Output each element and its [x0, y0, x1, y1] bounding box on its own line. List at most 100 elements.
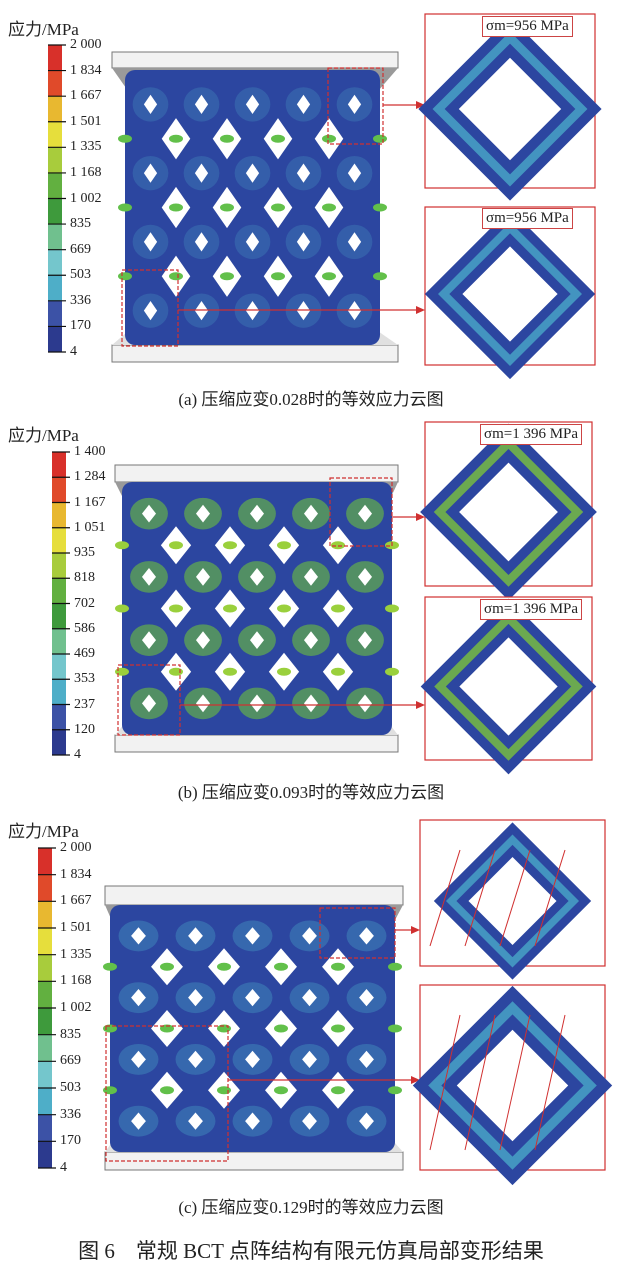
colorbar-tick-label: 935	[74, 545, 95, 560]
colorbar-tick-label: 818	[74, 570, 95, 586]
figure-caption: 图 6 常规 BCT 点阵结构有限元仿真局部变形结果	[78, 1239, 544, 1263]
node-hotspot	[220, 203, 234, 212]
lattice-hole	[303, 504, 319, 523]
inset-stress-band	[428, 1001, 597, 1170]
node-hotspot	[217, 1086, 231, 1095]
lattice-hole	[245, 988, 260, 1007]
deformation-arrow	[464, 1014, 496, 1151]
colorbar-tick-label: 336	[60, 1106, 81, 1122]
colorbar-tick-label: 170	[70, 318, 91, 334]
lattice-hole	[245, 927, 260, 945]
legend-title-a: 应力/MPa	[8, 20, 79, 39]
node-hotspot	[277, 541, 291, 550]
lattice-hole	[303, 694, 319, 713]
arrow-head	[416, 306, 425, 314]
node-hotspot	[217, 962, 231, 971]
node-hotspot	[388, 1024, 402, 1033]
lattice-hole	[359, 927, 374, 945]
zoom-inset-a2	[424, 206, 596, 380]
lattice-hole	[143, 163, 158, 183]
colorbar-tick-label: 2 000	[70, 37, 102, 52]
node-hotspot	[118, 203, 132, 212]
colorbar-segment	[52, 654, 66, 680]
bottom-plate	[114, 734, 399, 753]
lattice-hole	[359, 1050, 374, 1069]
colorbar-tick-label: 503	[60, 1080, 81, 1095]
lattice-hole	[245, 163, 260, 183]
colorbar-segment	[52, 502, 66, 529]
lattice-hole	[195, 504, 211, 523]
zoom-region-box	[105, 1025, 229, 1162]
node-hotspot	[169, 134, 183, 143]
colorbar-tick-label: 1 501	[70, 113, 102, 129]
inset-stress-band	[433, 437, 584, 587]
lattice-hole	[188, 927, 203, 945]
zoom-region-box	[117, 664, 181, 736]
colorbar-segment	[52, 704, 66, 731]
zoom-inset-c2	[412, 984, 613, 1186]
lattice-hole	[141, 504, 157, 523]
lattice-hole	[245, 1050, 260, 1069]
node-hotspot	[385, 667, 399, 676]
colorbar-tick-label: 702	[74, 595, 95, 611]
colorbar-tick-label: 237	[74, 696, 95, 712]
caption-b: (b) 压缩应变0.093时的等效应力云图	[177, 783, 445, 802]
node-hotspot	[223, 667, 237, 676]
caption-c: (c) 压缩应变0.129时的等效应力云图	[178, 1198, 444, 1217]
colorbar-segment	[38, 1114, 52, 1142]
colorbar-segment	[48, 275, 62, 302]
top-plate	[104, 885, 404, 906]
top-plate	[114, 464, 399, 483]
colorbar-tick-label: 2 000	[60, 840, 92, 855]
colorbar-segment	[52, 553, 66, 579]
zoom-region-box	[319, 907, 396, 959]
node-hotspot	[274, 1086, 288, 1095]
node-hotspot	[388, 962, 402, 971]
colorbar-tick-label: 170	[60, 1133, 81, 1149]
colorbar-tick-label: 4	[74, 747, 81, 762]
lattice-hole	[194, 94, 209, 114]
node-hotspot	[331, 1086, 345, 1095]
lattice-hole	[357, 694, 373, 713]
lattice-hole	[347, 94, 362, 114]
lattice-hole	[194, 301, 209, 321]
node-hotspot	[331, 667, 345, 676]
lattice-hole	[143, 94, 158, 114]
lattice-hole	[143, 232, 158, 252]
node-hotspot	[220, 134, 234, 143]
lattice-hole	[357, 568, 373, 586]
colorbar-segment	[52, 578, 66, 604]
colorbar-tick-label: 1 167	[74, 494, 106, 510]
colorbar-segment	[52, 679, 66, 705]
zoom-inset-c1	[419, 819, 606, 980]
colorbar-tick-label: 1 002	[60, 1000, 92, 1015]
colorbar-segment	[52, 603, 66, 630]
node-hotspot	[160, 962, 174, 971]
node-hotspot	[274, 1024, 288, 1033]
lattice-hole	[195, 568, 211, 586]
arrow-head	[411, 1076, 420, 1084]
node-hotspot	[373, 203, 387, 212]
colorbar-segment	[38, 874, 52, 902]
lattice-hole	[249, 504, 265, 523]
colorbar-tick-label: 1 168	[70, 164, 102, 180]
node-hotspot	[271, 272, 285, 281]
deformation-arrow	[534, 1014, 566, 1151]
inset-label-b2: σm=1 396 MPa	[480, 599, 583, 620]
inset-label-a2: σm=956 MPa	[482, 208, 573, 229]
colorbar-tick-label: 1 002	[70, 190, 102, 206]
colorbar-tick-label: 469	[74, 646, 95, 661]
zoom-region-box	[327, 67, 384, 145]
colorbar-segment	[48, 121, 62, 148]
lattice-hole	[357, 504, 373, 523]
colorbar-tick-label: 1 335	[70, 139, 102, 155]
lattice-hole	[249, 631, 265, 649]
colorbar-segment	[38, 1034, 52, 1062]
lattice-hole	[131, 1112, 146, 1130]
lattice-hole	[143, 301, 158, 321]
colorbar-segment	[48, 172, 62, 199]
lattice-hole	[131, 927, 146, 945]
node-hotspot	[115, 667, 129, 676]
lattice-hole	[296, 163, 311, 183]
